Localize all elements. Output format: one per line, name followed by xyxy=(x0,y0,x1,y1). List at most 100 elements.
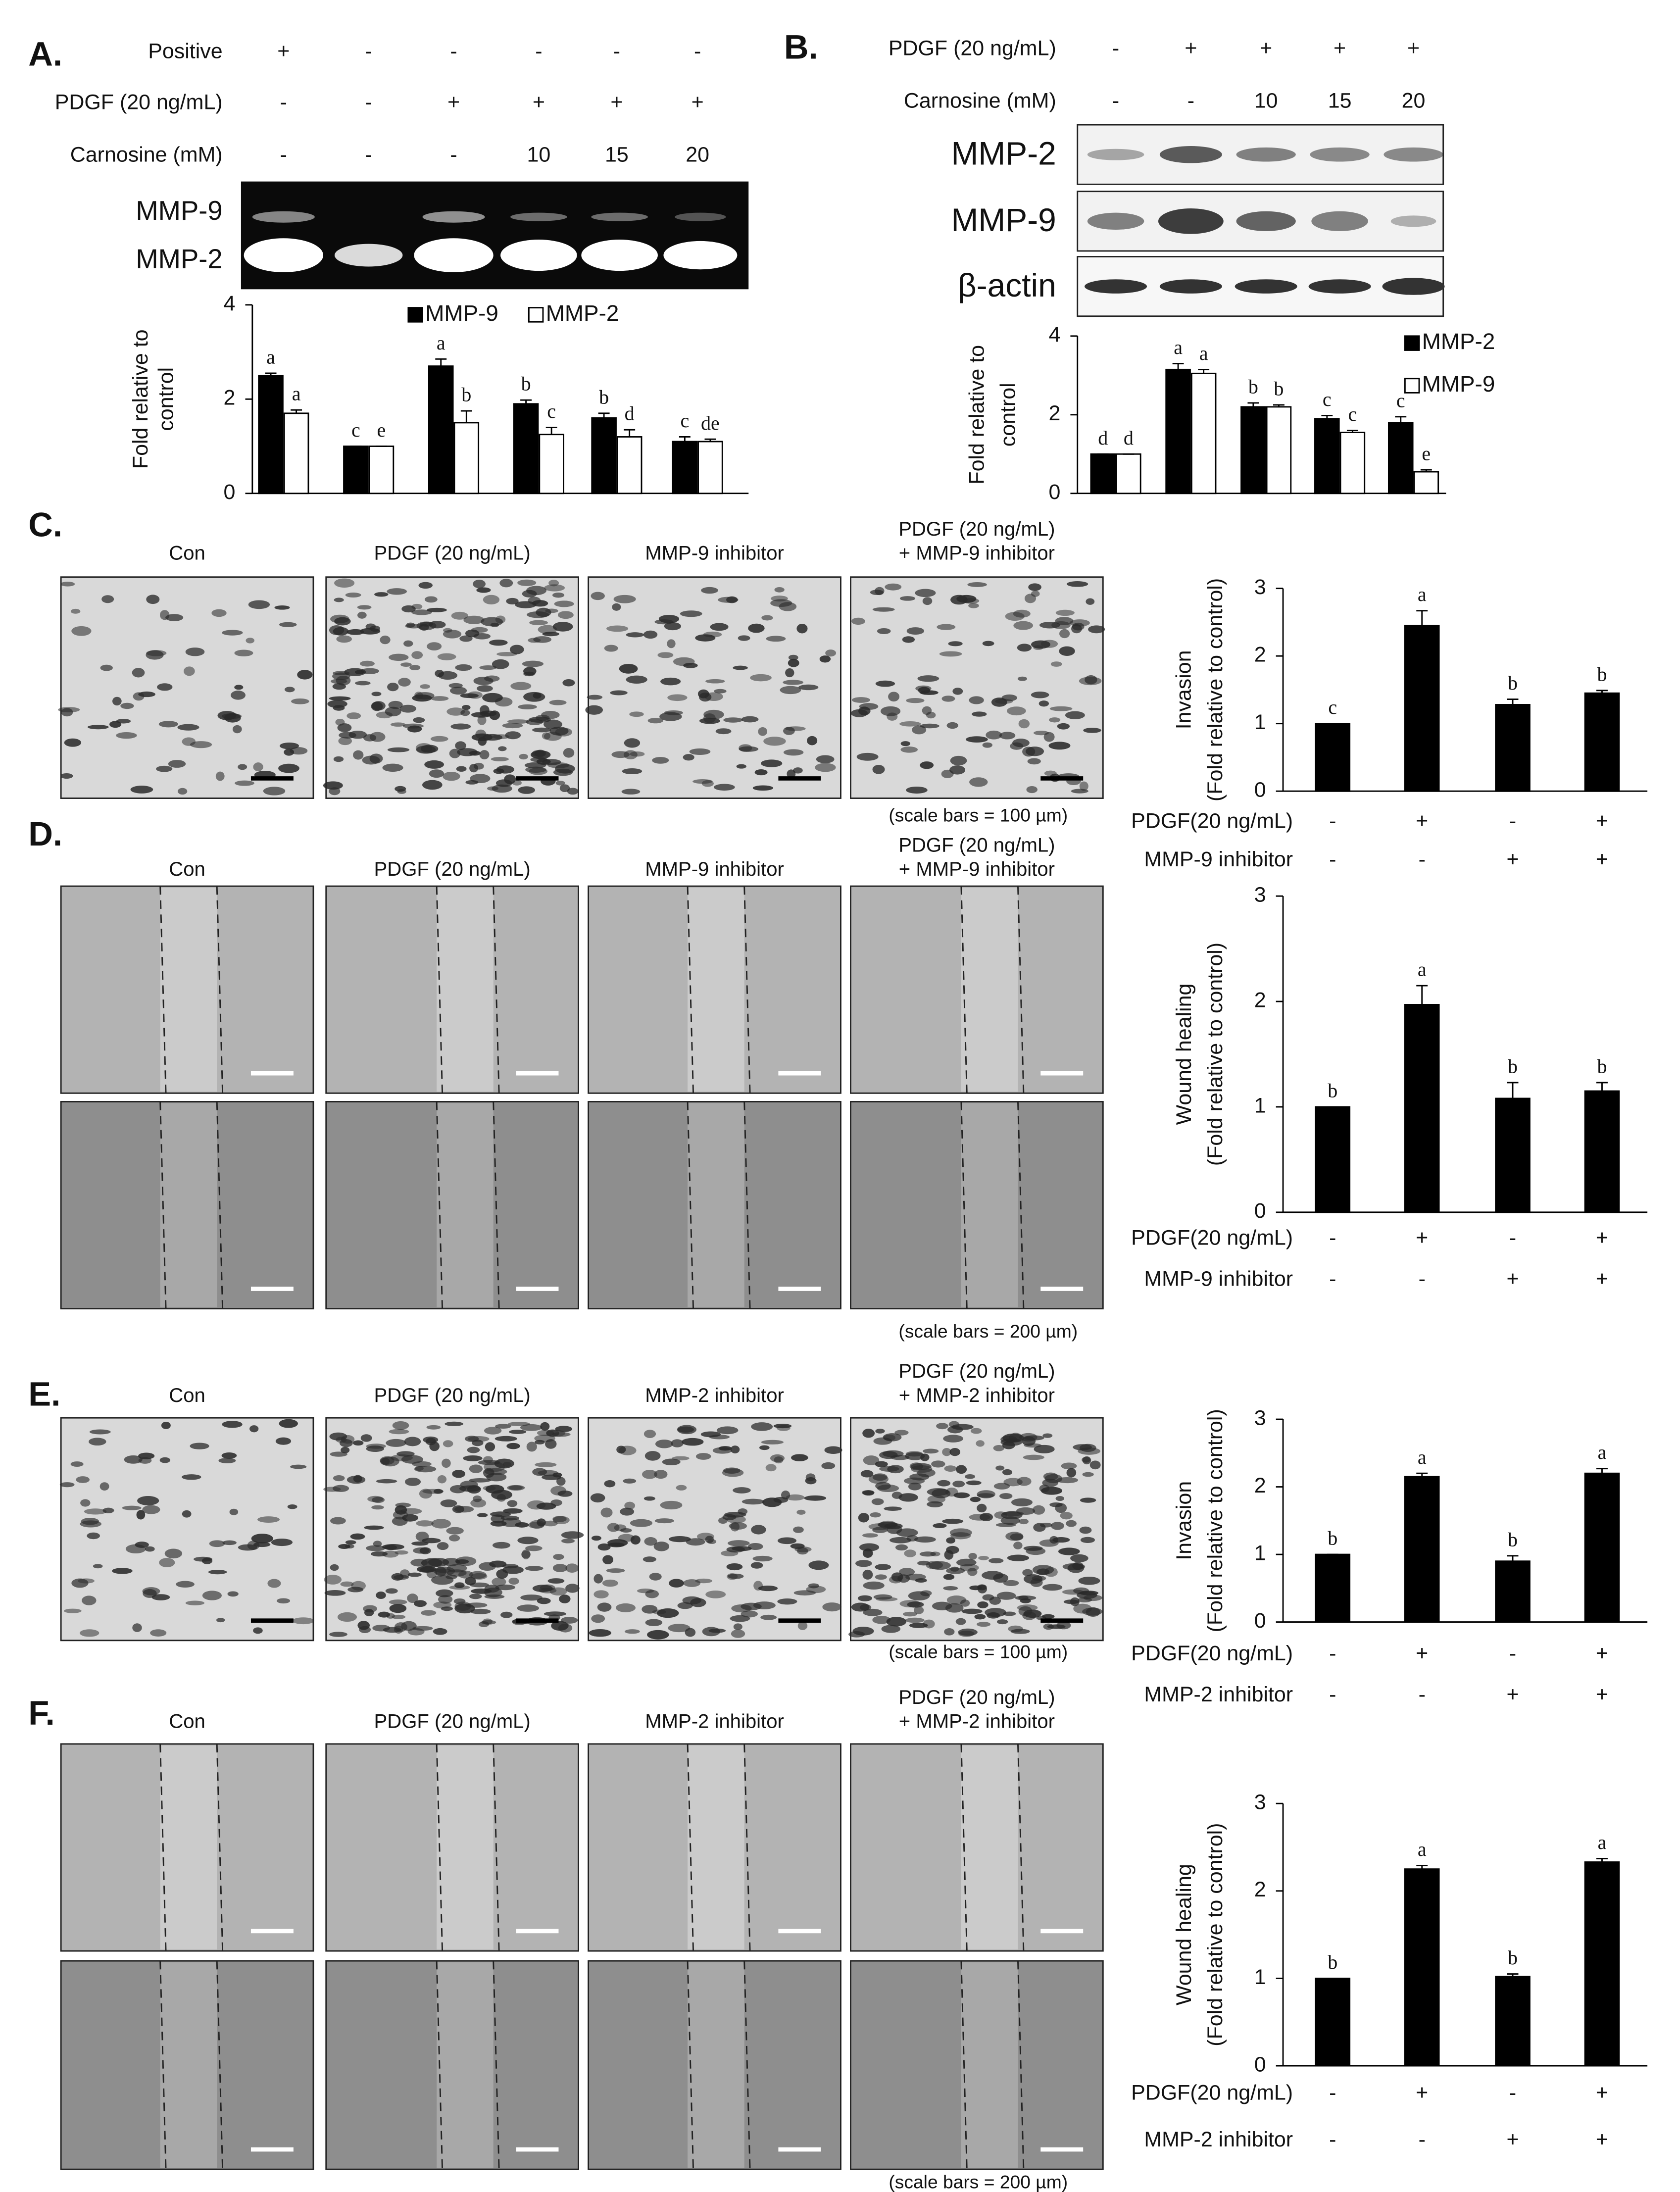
cell xyxy=(425,1438,436,1445)
treatment-label: MMP-2 inhibitor xyxy=(1144,1683,1293,1706)
cell xyxy=(966,1480,982,1486)
cell xyxy=(977,1503,987,1513)
cell xyxy=(194,1556,212,1562)
cell xyxy=(808,1560,829,1570)
cell xyxy=(429,769,444,778)
cell xyxy=(284,687,295,693)
cell xyxy=(329,1632,347,1637)
bar xyxy=(1315,723,1351,792)
cell xyxy=(502,723,523,729)
cell xyxy=(1050,661,1062,667)
cell xyxy=(346,712,361,719)
cell xyxy=(902,636,915,643)
cell xyxy=(455,664,472,671)
bar xyxy=(591,417,617,495)
cell xyxy=(557,1490,573,1497)
bar xyxy=(1584,692,1620,792)
cell xyxy=(870,590,884,595)
cell xyxy=(763,737,786,746)
image-heading: + MMP-9 inhibitor xyxy=(899,858,1055,880)
cell xyxy=(535,1462,557,1467)
cell xyxy=(860,1470,874,1478)
micrograph xyxy=(60,1417,314,1642)
cell xyxy=(685,1628,696,1637)
cell xyxy=(541,711,560,719)
cell xyxy=(329,696,351,701)
cell xyxy=(529,620,548,626)
cell xyxy=(323,781,343,790)
y-tick-label: 0 xyxy=(1048,480,1060,504)
significance-letter: b xyxy=(1248,376,1258,398)
significance-letter: a xyxy=(1418,583,1427,605)
cell xyxy=(748,1543,763,1550)
cell xyxy=(323,1487,341,1492)
cell xyxy=(340,1581,354,1587)
cell xyxy=(1031,691,1049,698)
wound-edge xyxy=(960,1961,968,2170)
cell xyxy=(904,1549,916,1557)
cell xyxy=(489,640,508,646)
cell xyxy=(459,635,473,642)
cell xyxy=(547,1578,565,1584)
cell xyxy=(1033,1523,1046,1532)
cell xyxy=(1066,581,1088,587)
cell xyxy=(748,623,765,633)
cell xyxy=(546,1429,559,1437)
cell xyxy=(796,1509,806,1515)
cell xyxy=(1061,1462,1077,1470)
treatment-sign: 10 xyxy=(527,143,550,166)
cell xyxy=(81,1518,99,1525)
y-axis-label: (Fold relative to control) xyxy=(1203,578,1227,801)
cell xyxy=(821,1462,836,1469)
wound-edge xyxy=(493,1744,500,1951)
cell xyxy=(498,746,507,751)
wound-gap xyxy=(961,1103,1018,1307)
cell xyxy=(324,1590,346,1596)
cell xyxy=(914,1536,936,1543)
wound-gap xyxy=(961,1745,1018,1950)
cell xyxy=(387,588,407,595)
cell xyxy=(400,662,412,667)
cell xyxy=(523,692,545,702)
cell xyxy=(815,763,836,772)
cell xyxy=(479,665,497,670)
cell xyxy=(253,762,263,772)
significance-letter: b xyxy=(1328,1527,1337,1549)
bar xyxy=(1339,432,1366,495)
bar xyxy=(513,403,539,495)
cell xyxy=(369,753,383,764)
wound-edge xyxy=(436,1961,444,2170)
cell xyxy=(387,683,399,692)
cell xyxy=(654,1470,668,1479)
cell xyxy=(82,1595,97,1605)
cell xyxy=(71,626,92,636)
cell xyxy=(437,1542,449,1550)
cell xyxy=(733,1623,742,1631)
cell xyxy=(222,1540,237,1545)
cell xyxy=(712,1447,732,1454)
cell xyxy=(1043,732,1055,742)
cell xyxy=(209,1540,225,1547)
blot-label: MMP-9 xyxy=(951,201,1056,238)
cell xyxy=(751,1525,766,1535)
cell xyxy=(950,755,967,766)
cell xyxy=(1043,1623,1054,1630)
treatment-sign: - xyxy=(1419,847,1426,871)
cell xyxy=(292,1617,314,1625)
bar xyxy=(1495,704,1531,792)
cell xyxy=(414,1466,437,1473)
bar xyxy=(1240,406,1266,495)
cell xyxy=(824,1446,842,1454)
wound-edge xyxy=(216,1744,224,1951)
cell xyxy=(405,1478,421,1486)
cell xyxy=(615,1603,636,1612)
cell xyxy=(647,718,663,724)
cell xyxy=(414,1600,427,1607)
bar xyxy=(1314,418,1340,495)
cell xyxy=(642,1556,656,1562)
cell xyxy=(946,1595,966,1605)
cell xyxy=(1072,622,1085,631)
cell xyxy=(168,760,186,768)
cell xyxy=(130,786,153,794)
significance-letter: d xyxy=(1124,427,1134,449)
